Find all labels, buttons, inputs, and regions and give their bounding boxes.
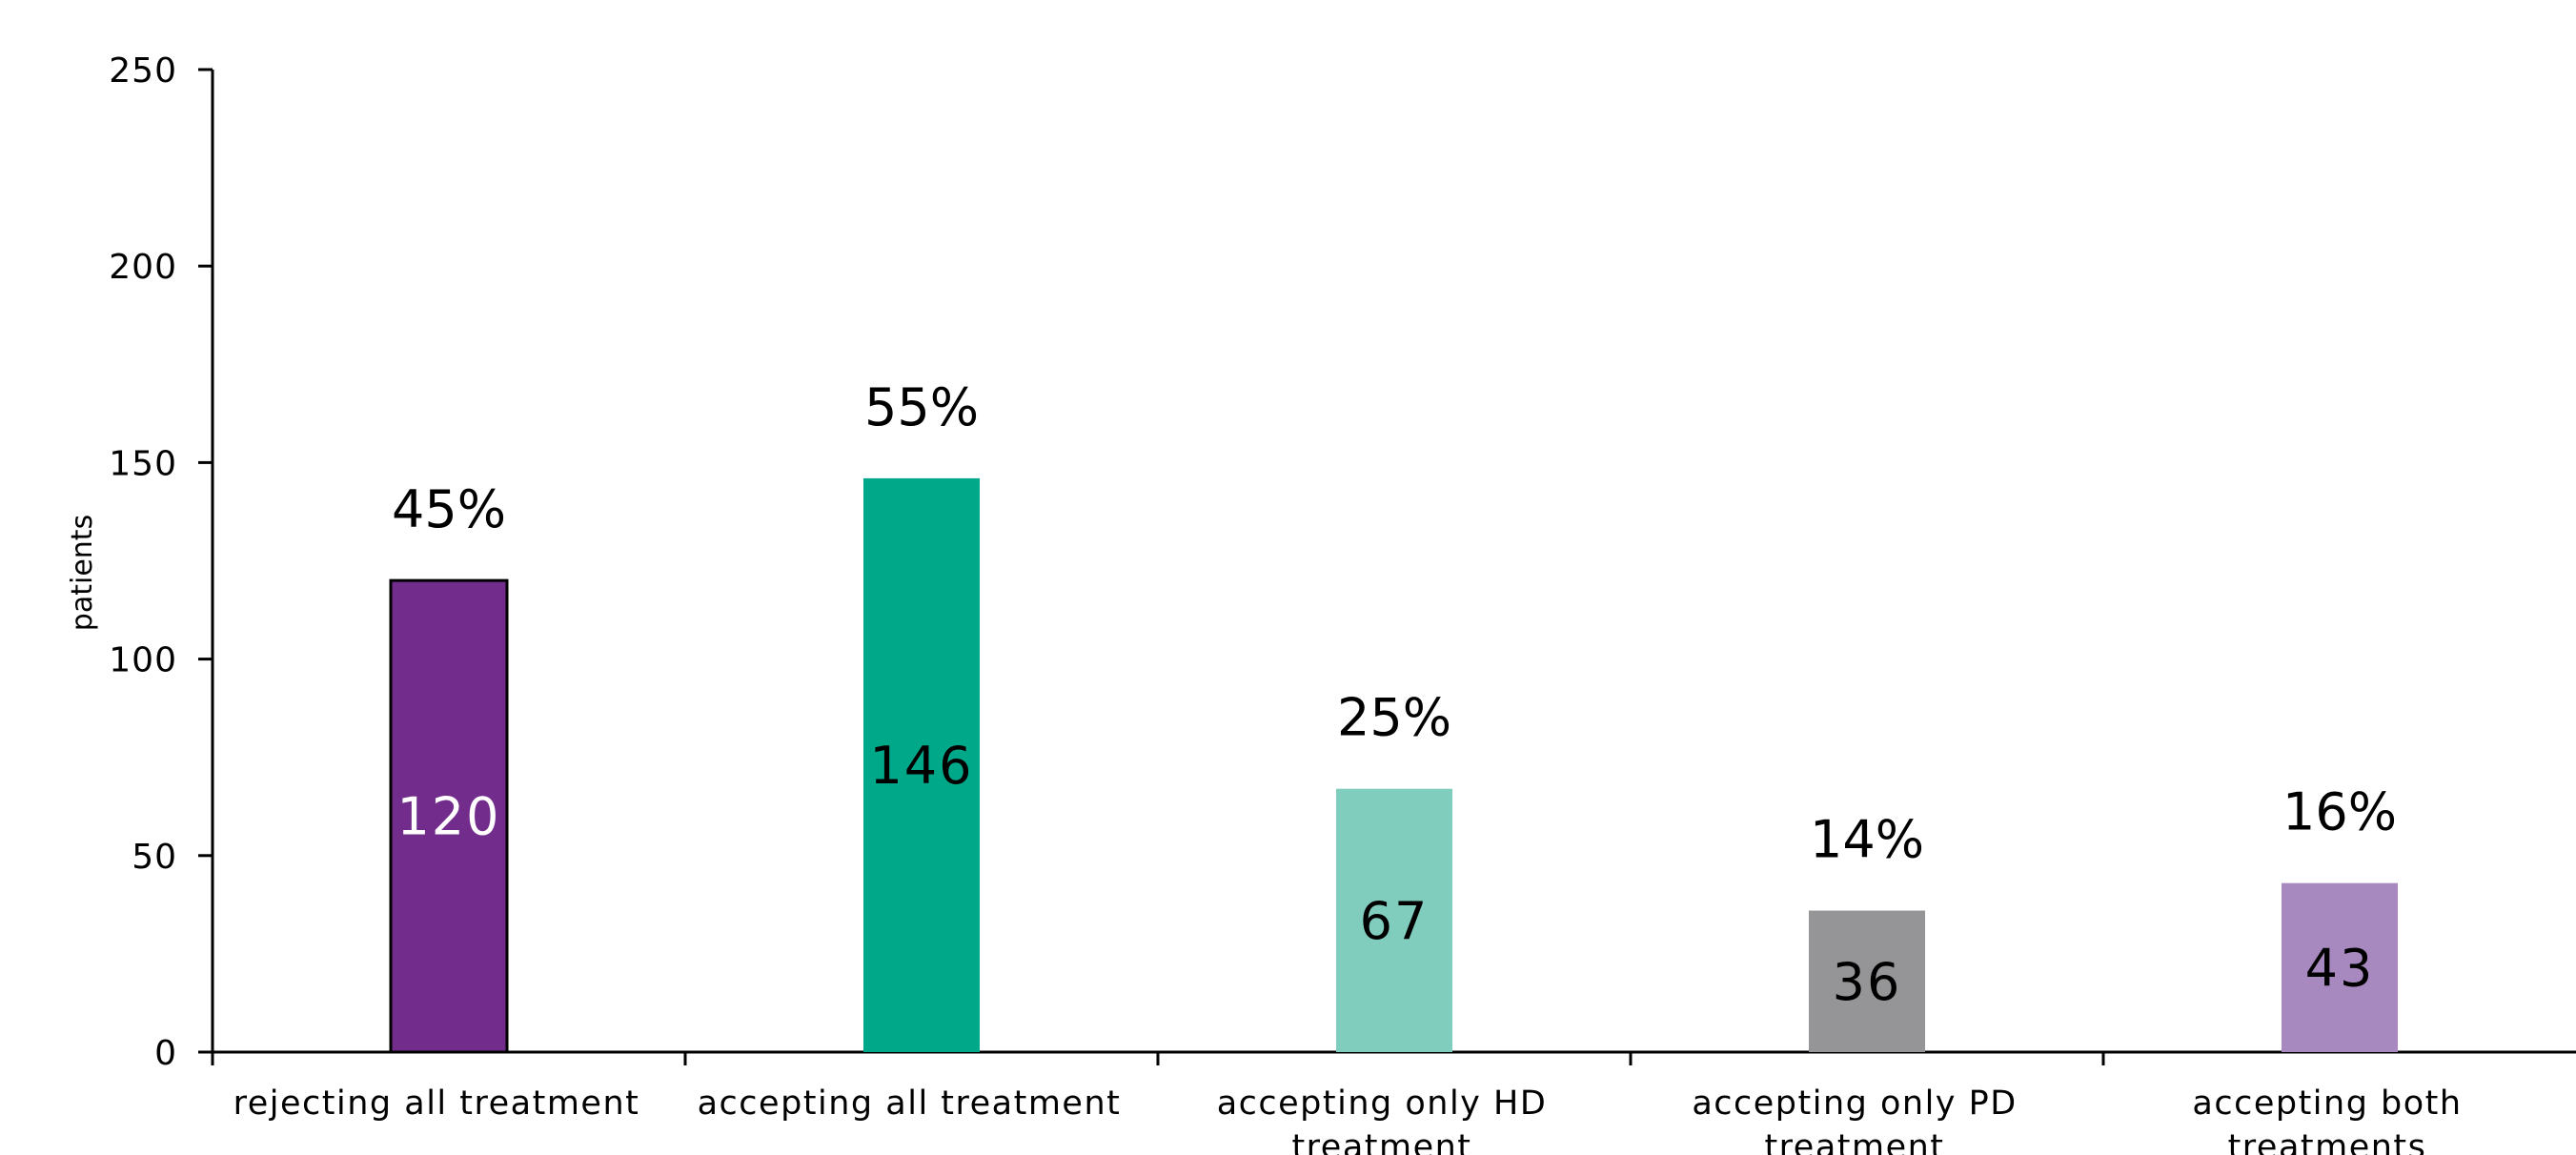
- x-category-label: accepting all treatment: [698, 1084, 1122, 1123]
- bar-value-label: 36: [1833, 952, 1902, 1012]
- bar-value-label: 67: [1360, 891, 1430, 951]
- y-tick-label: 200: [109, 248, 177, 287]
- bar-value-label: 43: [2305, 938, 2375, 998]
- x-axis-ticks: [211, 1052, 2105, 1065]
- y-tick-label: 0: [154, 1034, 177, 1073]
- bar-value-label: 146: [869, 736, 973, 796]
- y-tick-label: 250: [109, 51, 177, 91]
- x-category-label: treatments: [2228, 1128, 2427, 1155]
- x-category-label: treatment: [1764, 1128, 1944, 1155]
- y-axis-title: patients: [66, 515, 99, 631]
- bar: [1809, 910, 1925, 1052]
- bar: [2282, 882, 2398, 1052]
- x-category-label: rejecting all treatment: [233, 1084, 640, 1123]
- y-tick-label: 150: [109, 444, 177, 483]
- y-axis-ticks: 0 50 100 150 200 250: [109, 51, 213, 1073]
- bar-percent-label: 25%: [1337, 688, 1451, 748]
- bar-percent-label: 45%: [392, 479, 506, 539]
- bar: [863, 477, 980, 1052]
- bar-percent-label: 55%: [864, 377, 979, 437]
- bar: [1336, 788, 1452, 1052]
- x-category-label: accepting both: [2192, 1084, 2462, 1123]
- x-category-label: treatment: [1291, 1128, 1471, 1155]
- bar-value-label: 120: [396, 787, 500, 847]
- bar: [389, 578, 509, 1054]
- y-tick-label: 100: [109, 641, 177, 680]
- bars: [389, 477, 2398, 1054]
- labels: 120 45% rejecting all treatment 146 55% accep…: [233, 377, 2462, 1155]
- bar-percent-label: 16%: [2282, 782, 2397, 842]
- x-category-label: accepting only HD: [1217, 1084, 1548, 1123]
- y-tick-label: 50: [132, 838, 177, 877]
- bar-percent-label: 14%: [1810, 810, 1924, 870]
- x-category-label: accepting only PD: [1692, 1084, 2017, 1123]
